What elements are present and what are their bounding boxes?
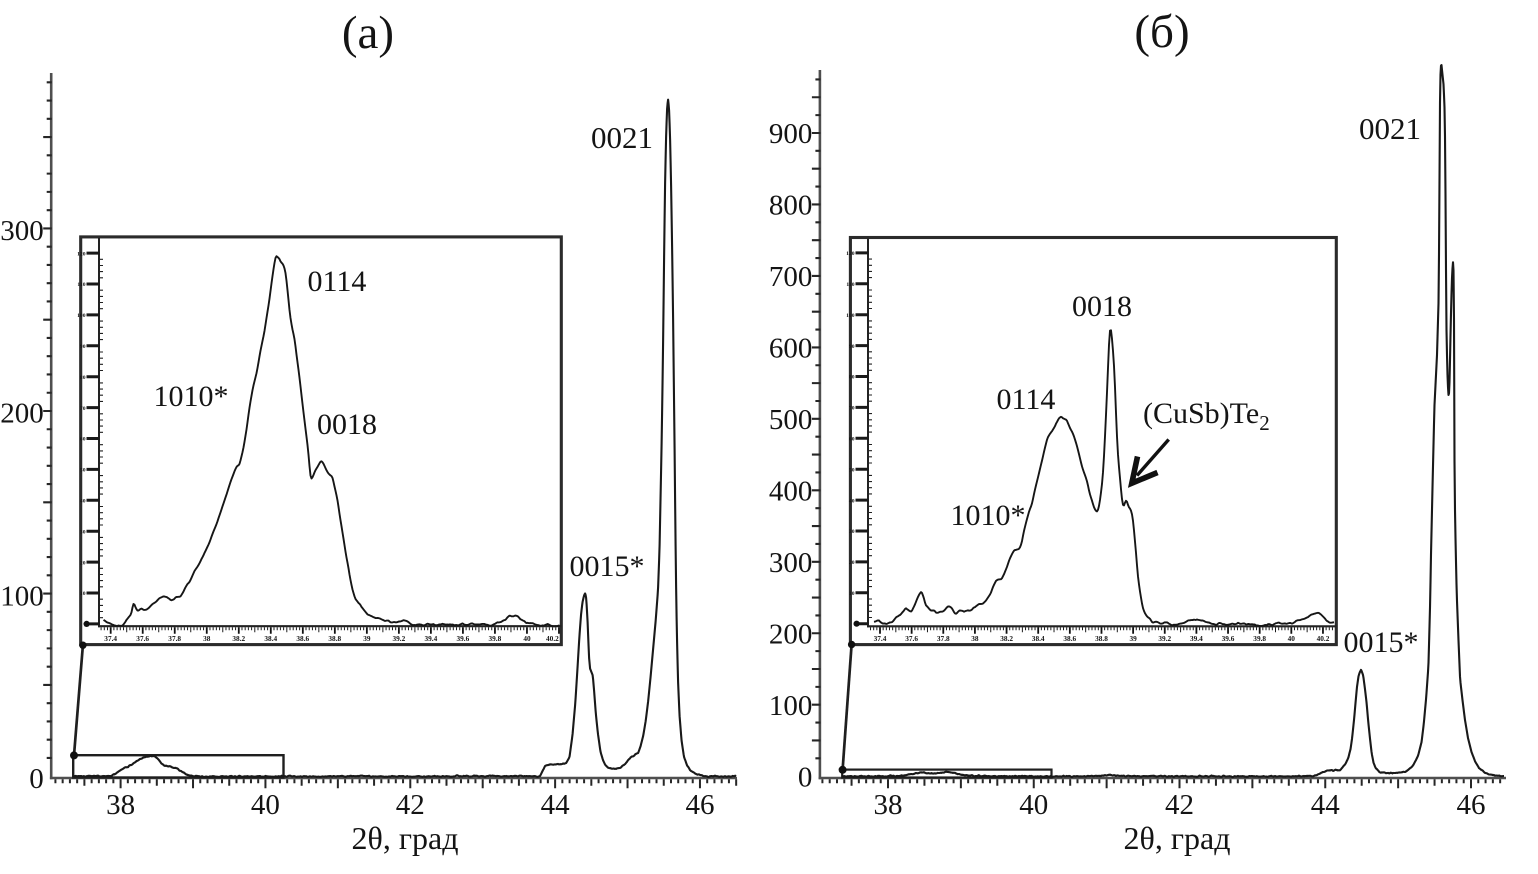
svg-text:38: 38 bbox=[971, 634, 979, 643]
svg-text:38.2: 38.2 bbox=[232, 634, 245, 643]
svg-text:40: 40 bbox=[1288, 634, 1296, 643]
svg-text:20: 20 bbox=[849, 560, 855, 566]
svg-text:46: 46 bbox=[686, 789, 715, 821]
svg-text:(а): (а) bbox=[342, 7, 394, 59]
svg-text:38.6: 38.6 bbox=[1063, 634, 1076, 643]
svg-text:10: 10 bbox=[80, 591, 86, 597]
svg-text:50: 50 bbox=[80, 468, 86, 474]
svg-text:900: 900 bbox=[769, 118, 813, 150]
svg-text:100: 100 bbox=[846, 313, 855, 319]
svg-text:700: 700 bbox=[769, 261, 813, 293]
svg-text:40.2: 40.2 bbox=[1317, 634, 1330, 643]
svg-text:100: 100 bbox=[769, 690, 813, 722]
svg-text:37.6: 37.6 bbox=[905, 634, 918, 643]
svg-text:42: 42 bbox=[1165, 789, 1194, 821]
svg-text:0021: 0021 bbox=[1359, 111, 1421, 146]
svg-text:300: 300 bbox=[769, 547, 813, 579]
svg-text:39.8: 39.8 bbox=[489, 634, 502, 643]
svg-text:100: 100 bbox=[77, 313, 86, 319]
svg-text:38: 38 bbox=[203, 634, 211, 643]
svg-text:40: 40 bbox=[849, 498, 855, 504]
svg-text:40: 40 bbox=[251, 789, 280, 821]
svg-text:300: 300 bbox=[0, 215, 44, 247]
svg-text:39.4: 39.4 bbox=[1190, 634, 1203, 643]
svg-text:38.4: 38.4 bbox=[264, 634, 277, 643]
svg-text:39.6: 39.6 bbox=[1222, 634, 1235, 643]
svg-text:0114: 0114 bbox=[997, 383, 1056, 416]
svg-text:38: 38 bbox=[106, 789, 135, 821]
svg-text:70: 70 bbox=[80, 406, 86, 412]
svg-text:200: 200 bbox=[0, 398, 44, 430]
svg-text:37.4: 37.4 bbox=[874, 634, 887, 643]
svg-text:20: 20 bbox=[80, 560, 86, 566]
svg-text:46: 46 bbox=[1457, 789, 1486, 821]
svg-text:0: 0 bbox=[798, 761, 813, 793]
svg-text:39.2: 39.2 bbox=[393, 634, 406, 643]
svg-text:90: 90 bbox=[80, 344, 86, 350]
svg-text:2θ, град: 2θ, град bbox=[352, 820, 459, 856]
svg-text:40: 40 bbox=[523, 634, 531, 643]
svg-text:10: 10 bbox=[849, 591, 855, 597]
svg-text:40: 40 bbox=[1019, 789, 1048, 821]
svg-text:0021: 0021 bbox=[591, 120, 653, 155]
svg-text:200: 200 bbox=[769, 618, 813, 650]
svg-text:38.4: 38.4 bbox=[1032, 634, 1045, 643]
svg-text:30: 30 bbox=[849, 529, 855, 535]
svg-text:39.2: 39.2 bbox=[1158, 634, 1171, 643]
svg-text:38.8: 38.8 bbox=[328, 634, 341, 643]
svg-text:39.8: 39.8 bbox=[1253, 634, 1266, 643]
svg-text:800: 800 bbox=[769, 190, 813, 222]
svg-text:0: 0 bbox=[29, 763, 44, 795]
svg-text:39.4: 39.4 bbox=[425, 634, 438, 643]
svg-text:1010*: 1010* bbox=[154, 380, 229, 413]
svg-text:600: 600 bbox=[769, 332, 813, 364]
svg-text:44: 44 bbox=[1311, 789, 1341, 821]
svg-text:60: 60 bbox=[80, 437, 86, 443]
svg-text:70: 70 bbox=[849, 406, 855, 412]
svg-text:80: 80 bbox=[80, 375, 86, 381]
svg-text:39.6: 39.6 bbox=[457, 634, 470, 643]
svg-text:60: 60 bbox=[849, 437, 855, 443]
svg-text:0015*: 0015* bbox=[570, 550, 645, 583]
svg-text:38.6: 38.6 bbox=[296, 634, 309, 643]
svg-text:39: 39 bbox=[1129, 634, 1137, 643]
svg-text:37.8: 37.8 bbox=[937, 634, 950, 643]
svg-text:37.6: 37.6 bbox=[136, 634, 149, 643]
svg-text:50: 50 bbox=[849, 467, 855, 473]
svg-text:0018: 0018 bbox=[317, 408, 377, 441]
svg-text:500: 500 bbox=[769, 404, 813, 436]
svg-text:37.8: 37.8 bbox=[168, 634, 181, 643]
svg-text:0114: 0114 bbox=[308, 265, 367, 298]
svg-text:120: 120 bbox=[846, 251, 855, 257]
svg-text:110: 110 bbox=[77, 282, 85, 288]
svg-text:0018: 0018 bbox=[1072, 290, 1132, 323]
svg-text:30: 30 bbox=[80, 529, 86, 535]
svg-text:400: 400 bbox=[769, 475, 813, 507]
svg-text:42: 42 bbox=[396, 789, 425, 821]
svg-text:39: 39 bbox=[363, 634, 371, 643]
svg-text:90: 90 bbox=[849, 344, 855, 350]
svg-text:38.2: 38.2 bbox=[1000, 634, 1013, 643]
svg-text:100: 100 bbox=[0, 580, 44, 612]
svg-text:37.4: 37.4 bbox=[104, 634, 117, 643]
svg-text:(б): (б) bbox=[1134, 6, 1189, 58]
svg-text:80: 80 bbox=[849, 375, 855, 381]
svg-text:110: 110 bbox=[846, 282, 854, 288]
svg-text:38: 38 bbox=[874, 789, 903, 821]
svg-text:120: 120 bbox=[77, 251, 86, 257]
svg-text:44: 44 bbox=[541, 789, 571, 821]
svg-text:40.2: 40.2 bbox=[546, 634, 559, 643]
svg-text:40: 40 bbox=[80, 499, 86, 505]
svg-text:2θ, град: 2θ, град bbox=[1124, 820, 1231, 856]
svg-text:38.8: 38.8 bbox=[1095, 634, 1108, 643]
svg-text:1010*: 1010* bbox=[951, 499, 1026, 532]
svg-text:(CuSb)Te2: (CuSb)Te2 bbox=[1143, 397, 1270, 435]
svg-text:0015*: 0015* bbox=[1344, 626, 1419, 659]
